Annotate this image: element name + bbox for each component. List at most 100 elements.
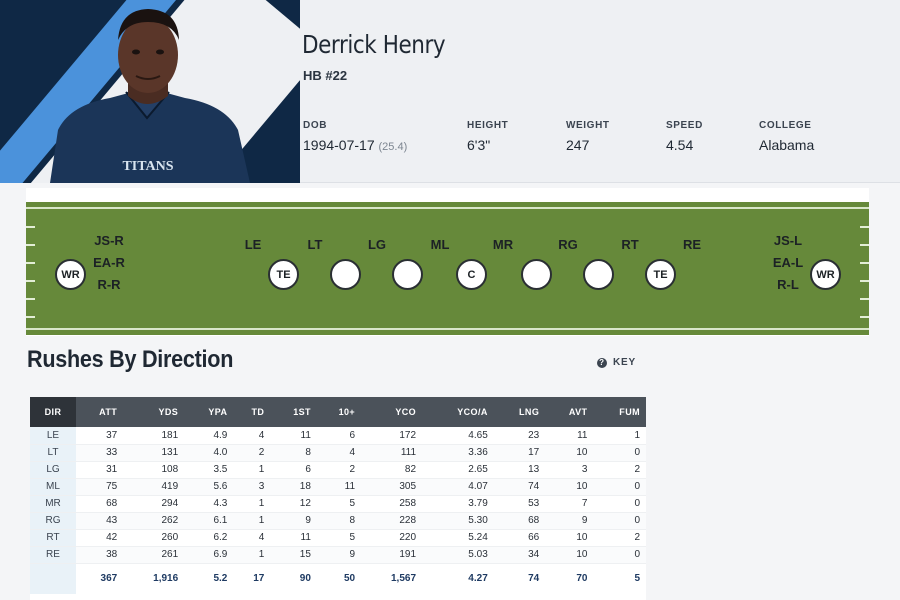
table-row: RT 42 260 6.2 4 11 5 220 5.24 66 10 2 <box>30 529 646 547</box>
gap-label-mr[interactable]: MR <box>492 237 514 252</box>
table-cell: 4.9 <box>184 427 234 445</box>
table-cell: 6.1 <box>184 512 234 530</box>
table-cell: 7 <box>545 495 594 513</box>
gap-label-rg[interactable]: RG <box>558 237 578 252</box>
row-direction: LG <box>30 461 76 479</box>
table-cell: 4 <box>316 444 362 462</box>
bio-value: 1994-07-17 (25.4) <box>303 137 408 153</box>
table-cell: 131 <box>123 444 185 462</box>
right-route-labels: JS-L EA-L R-L <box>766 230 810 296</box>
bio-height: HEIGHT 6'3" <box>467 120 508 153</box>
table-cell: 5.24 <box>422 529 494 547</box>
table-cell: 9 <box>316 546 362 564</box>
totals-cell: 74 <box>528 573 540 585</box>
table-cell: 11 <box>270 427 317 445</box>
table-cell: 0 <box>593 478 646 496</box>
table-cell: 4.3 <box>184 495 234 513</box>
totals-cell: 90 <box>299 573 311 585</box>
bio-label: HEIGHT <box>467 120 509 131</box>
col-header-10plus[interactable]: 10+ <box>316 397 362 427</box>
table-cell: 17 <box>493 444 546 462</box>
row-direction: ML <box>30 478 76 496</box>
bio-label: COLLEGE <box>759 120 812 131</box>
table-cell: 34 <box>493 546 546 564</box>
table-cell: 0 <box>593 495 646 513</box>
player-circle-te-right: TE <box>645 259 676 290</box>
table-cell: 68 <box>493 512 546 530</box>
field-turf: JS-R EA-R R-R JS-L EA-L R-L LE LT LG ML … <box>26 202 869 335</box>
hash-mark <box>860 298 869 300</box>
col-header-yco-a[interactable]: YCO/A <box>422 397 494 427</box>
gap-label-rt[interactable]: RT <box>621 237 639 252</box>
col-header-1st[interactable]: 1ST <box>270 397 317 427</box>
row-direction: RE <box>30 546 76 564</box>
table-cell: 3 <box>545 461 594 479</box>
table-cell: 2.65 <box>422 461 494 479</box>
col-header-yds[interactable]: YDS <box>123 397 185 427</box>
table-cell: 8 <box>316 512 362 530</box>
table-cell: 3.36 <box>422 444 494 462</box>
col-header-avt[interactable]: AVT <box>545 397 594 427</box>
key-button[interactable]: ? KEY <box>597 357 636 368</box>
col-header-dir[interactable]: DIR <box>30 397 76 427</box>
player-position: HB #22 <box>303 68 348 83</box>
hash-mark <box>860 226 869 228</box>
table-cell: 11 <box>270 529 317 547</box>
table-cell: 75 <box>76 478 124 496</box>
table-cell: 10 <box>545 529 594 547</box>
bio-label: SPEED <box>666 120 703 131</box>
table-row: LT 33 131 4.0 2 8 4 111 3.36 17 10 0 <box>30 444 646 462</box>
table-cell: 258 <box>361 495 423 513</box>
table-row: RG 43 262 6.1 1 9 8 228 5.30 68 9 0 <box>30 512 646 530</box>
bio-dob: DOB 1994-07-17 (25.4) <box>303 120 407 153</box>
route-label: JS-R <box>94 233 124 248</box>
bio-speed: SPEED 4.54 <box>666 120 703 153</box>
gap-label-lt[interactable]: LT <box>307 237 323 252</box>
col-header-att[interactable]: ATT <box>76 397 124 427</box>
player-circle-wr-left: WR <box>55 259 86 290</box>
row-direction: RT <box>30 529 76 547</box>
col-header-yco[interactable]: YCO <box>361 397 423 427</box>
totals-cell: 1,916 <box>153 573 179 585</box>
key-label: KEY <box>613 357 636 368</box>
bio-value: 247 <box>566 137 590 153</box>
field-top-line <box>26 207 869 209</box>
table-cell: 6.9 <box>184 546 234 564</box>
table-cell: 13 <box>493 461 546 479</box>
left-route-labels: JS-R EA-R R-R <box>87 230 131 296</box>
table-cell: 294 <box>123 495 185 513</box>
table-cell: 3 <box>233 478 271 496</box>
table-cell: 181 <box>123 427 185 445</box>
table-row: LE 37 181 4.9 4 11 6 172 4.65 23 11 1 <box>30 427 646 445</box>
table-cell: 10 <box>545 478 594 496</box>
table-cell: 68 <box>76 495 124 513</box>
table-cell: 2 <box>316 461 362 479</box>
table-cell: 2 <box>593 529 646 547</box>
table-cell: 11 <box>545 427 594 445</box>
player-silhouette-icon: TITANS <box>50 9 250 183</box>
table-cell: 37 <box>76 427 124 445</box>
table-cell: 4 <box>233 529 271 547</box>
table-cell: 5 <box>316 495 362 513</box>
svg-text:TITANS: TITANS <box>122 159 173 174</box>
gap-label-re[interactable]: RE <box>682 237 702 252</box>
hash-mark <box>26 262 35 264</box>
gap-label-ml[interactable]: ML <box>430 237 450 252</box>
route-label: EA-L <box>772 255 804 270</box>
table-cell: 5.6 <box>184 478 234 496</box>
gap-label-lg[interactable]: LG <box>367 237 387 252</box>
player-circle-lg <box>392 259 423 290</box>
table-cell: 18 <box>270 478 317 496</box>
hash-mark <box>860 244 869 246</box>
col-header-fum[interactable]: FUM <box>593 397 646 427</box>
col-header-ypa[interactable]: YPA <box>184 397 234 427</box>
gap-label-le[interactable]: LE <box>244 237 262 252</box>
bio-value: Alabama <box>759 137 815 153</box>
table-row: RE 38 261 6.9 1 15 9 191 5.03 34 10 0 <box>30 546 646 564</box>
col-header-lng[interactable]: LNG <box>493 397 546 427</box>
route-label: JS-L <box>773 233 803 248</box>
row-direction: LT <box>30 444 76 462</box>
col-header-td[interactable]: TD <box>233 397 271 427</box>
player-circle-te-left: TE <box>268 259 299 290</box>
table-cell: 5 <box>316 529 362 547</box>
